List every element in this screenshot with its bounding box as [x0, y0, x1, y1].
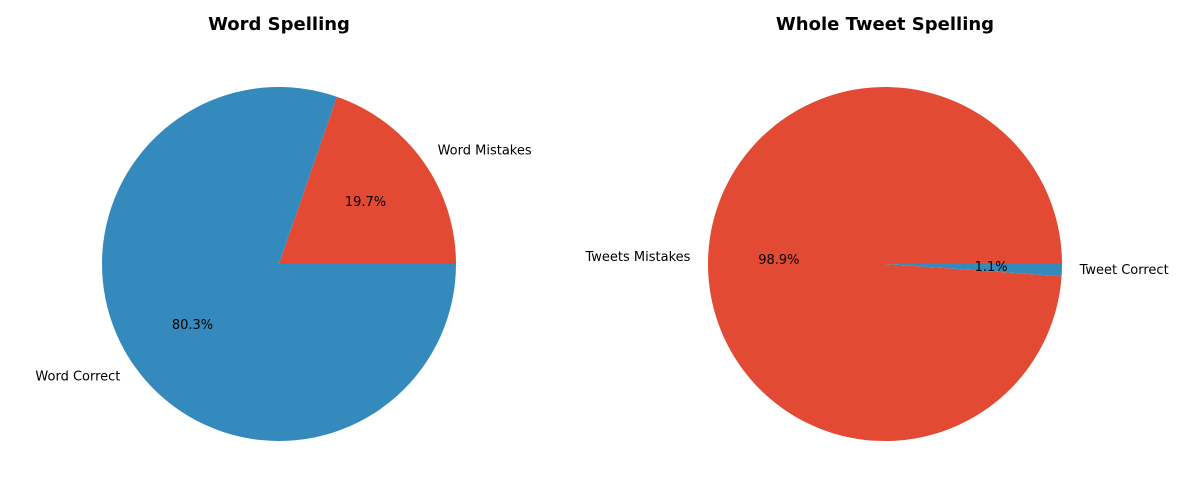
- pie-slice-label: Tweet Correct: [1079, 263, 1169, 278]
- pie-percent-label: 98.9%: [758, 253, 799, 268]
- word-spelling-pie-chart: Word Spelling 19.7% Word Mistakes 80.3% Wor…: [35, 14, 532, 441]
- pie-slice-tweet-correct: [885, 264, 1062, 277]
- pie-slice-label: Word Correct: [35, 369, 120, 384]
- pie-slice-label: Word Mistakes: [438, 144, 532, 159]
- pie-slice-tweets-mistakes: [708, 87, 1062, 442]
- pie-slice-word-correct: [102, 86, 457, 441]
- pie-slices: [708, 87, 1062, 442]
- pie-percent-label: 1.1%: [975, 260, 1008, 275]
- chart-title: Word Spelling: [208, 14, 350, 35]
- whole-tweet-spelling-pie-chart: Whole Tweet Spelling 98.9% Tweets Mistake…: [584, 14, 1169, 442]
- pie-percent-label: 80.3%: [172, 318, 213, 333]
- pie-slices: [102, 86, 457, 441]
- pie-slice-word-mistakes: [279, 96, 456, 264]
- pie-percent-label: 19.7%: [345, 195, 386, 210]
- pie-slice-label: Tweets Mistakes: [584, 250, 690, 265]
- pie-labels: 98.9% Tweets Mistakes 1.1% Tweet Correct: [584, 250, 1168, 278]
- pie-labels: 19.7% Word Mistakes 80.3% Word Correct: [35, 144, 531, 385]
- chart-title: Whole Tweet Spelling: [776, 14, 994, 35]
